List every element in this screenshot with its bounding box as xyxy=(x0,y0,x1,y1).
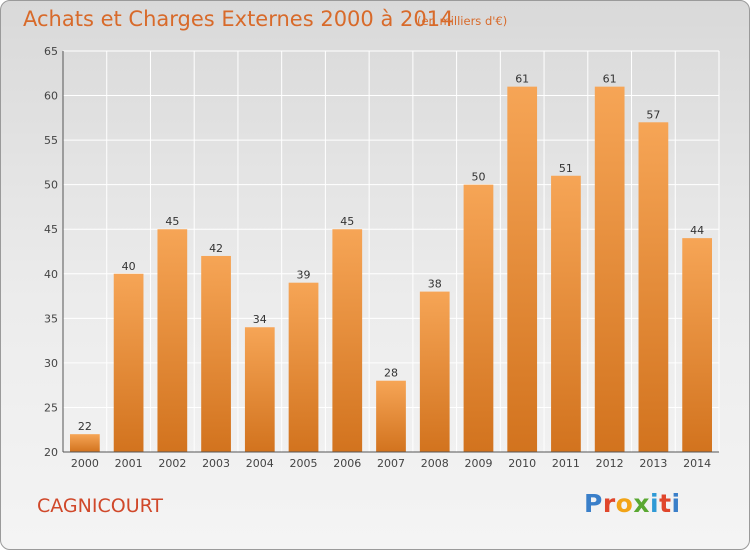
y-tick-label: 65 xyxy=(44,45,58,58)
y-tick-label: 40 xyxy=(44,268,58,281)
data-label: 61 xyxy=(603,73,617,86)
y-tick-label: 60 xyxy=(44,90,58,103)
x-tick-label: 2012 xyxy=(596,457,624,470)
logo-letter: i xyxy=(671,489,681,518)
x-tick-label: 2001 xyxy=(115,457,143,470)
x-tick-label: 2006 xyxy=(333,457,361,470)
chart-title: Achats et Charges Externes 2000 à 2014 xyxy=(23,7,454,31)
x-tick-label: 2010 xyxy=(508,457,536,470)
bar-2002 xyxy=(157,229,188,452)
bar-2013 xyxy=(638,122,669,453)
logo-letter: o xyxy=(615,489,634,518)
bar-2005 xyxy=(288,282,319,452)
y-tick-label: 35 xyxy=(44,312,58,325)
bar-2011 xyxy=(551,175,581,452)
x-tick-label: 2009 xyxy=(464,457,492,470)
y-tick-label: 25 xyxy=(44,401,58,414)
bar-2010 xyxy=(507,86,538,453)
commune-name: CAGNICOURT xyxy=(37,495,164,517)
x-tick-label: 2007 xyxy=(377,457,405,470)
y-tick-label: 30 xyxy=(44,357,58,370)
x-tick-label: 2008 xyxy=(421,457,449,470)
x-tick-label: 2014 xyxy=(683,457,711,470)
bar-2000 xyxy=(69,434,100,452)
bar-2008 xyxy=(419,291,450,452)
data-label: 22 xyxy=(78,420,92,433)
chart-unit: (en milliers d'€) xyxy=(417,14,508,28)
logo-letter: t xyxy=(659,489,672,518)
bar-2006 xyxy=(332,229,363,452)
data-label: 38 xyxy=(428,278,442,291)
data-label: 42 xyxy=(209,242,223,255)
logo-letter: r xyxy=(602,489,616,518)
x-tick-label: 2002 xyxy=(158,457,186,470)
bar-2007 xyxy=(376,380,406,452)
y-tick-label: 20 xyxy=(44,446,58,459)
data-label: 45 xyxy=(340,215,354,228)
y-tick-label: 45 xyxy=(44,223,58,236)
bar-2003 xyxy=(201,255,231,452)
logo-letter: i xyxy=(650,489,660,518)
y-tick-label: 55 xyxy=(44,134,58,147)
logo-letter: x xyxy=(633,489,650,518)
bar-2001 xyxy=(113,273,144,452)
data-label: 28 xyxy=(384,367,398,380)
x-tick-label: 2013 xyxy=(639,457,667,470)
x-tick-label: 2011 xyxy=(552,457,580,470)
bars: 22 40 45 42 34 39 45 28 38 50 61 51 61 57 44 xyxy=(69,73,713,453)
bar-2009 xyxy=(463,184,494,452)
logo-letter: P xyxy=(584,489,603,518)
data-label: 45 xyxy=(165,215,179,228)
data-label: 51 xyxy=(559,162,573,175)
data-label: 44 xyxy=(690,224,704,237)
data-label: 40 xyxy=(122,260,136,273)
x-tick-label: 2000 xyxy=(71,457,99,470)
x-tick-label: 2005 xyxy=(290,457,318,470)
x-tick-label: 2004 xyxy=(246,457,274,470)
bar-2004 xyxy=(244,327,275,452)
bar-2014 xyxy=(682,238,713,452)
proxiti-logo: Proxiti xyxy=(584,489,681,518)
bar-2012 xyxy=(594,86,625,453)
y-tick-label: 50 xyxy=(44,179,58,192)
axes: 20 25 30 35 40 45 50 55 60 65 2000 2001 2002 2003 2004… xyxy=(44,45,719,470)
data-label: 34 xyxy=(253,313,267,326)
data-label: 61 xyxy=(515,73,529,86)
x-tick-label: 2003 xyxy=(202,457,230,470)
data-label: 57 xyxy=(646,108,660,121)
data-label: 39 xyxy=(297,269,311,282)
data-label: 50 xyxy=(471,171,485,184)
